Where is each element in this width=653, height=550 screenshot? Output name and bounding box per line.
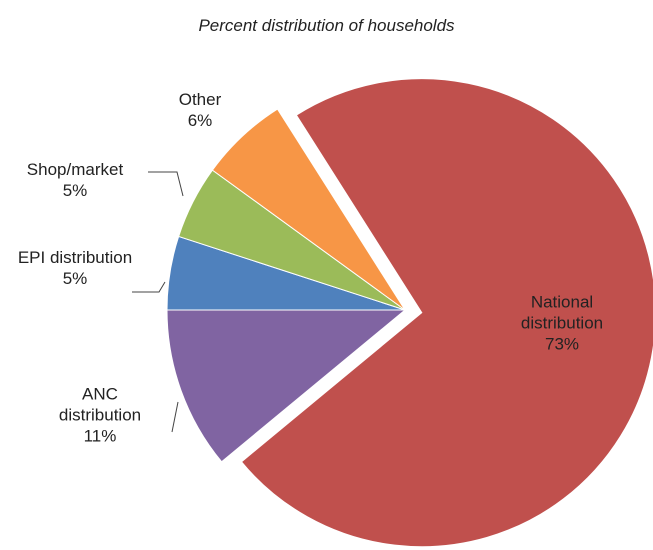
slice-label: EPI distribution 5% bbox=[15, 247, 135, 289]
category-label: ANC distribution bbox=[58, 384, 142, 425]
value-label: 5% bbox=[62, 181, 88, 200]
category-label: National distribution bbox=[520, 292, 604, 333]
value-label: 6% bbox=[187, 111, 213, 130]
slice-label: Other 6% bbox=[140, 89, 260, 131]
pie-slice bbox=[211, 108, 406, 311]
leader-line bbox=[132, 281, 166, 293]
chart-title: Percent distribution of households bbox=[198, 16, 455, 35]
pie-slice bbox=[166, 309, 407, 463]
leader-line bbox=[148, 171, 184, 197]
value-label: 5% bbox=[62, 269, 88, 288]
slice-label: ANC distribution 11% bbox=[40, 384, 160, 447]
category-label: Shop/market bbox=[26, 160, 124, 179]
value-label: 11% bbox=[83, 426, 117, 446]
leader-line bbox=[171, 401, 179, 433]
slice-label: Shop/market 5% bbox=[0, 159, 150, 201]
category-label: EPI distribution bbox=[17, 248, 133, 267]
category-label: Other bbox=[178, 90, 222, 109]
value-label: 73% bbox=[544, 334, 580, 354]
slice-label: National distribution 73% bbox=[502, 292, 622, 355]
